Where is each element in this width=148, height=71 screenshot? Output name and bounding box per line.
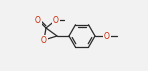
Text: O: O bbox=[35, 15, 41, 24]
Text: O: O bbox=[104, 32, 110, 40]
Text: O: O bbox=[41, 36, 47, 45]
Text: O: O bbox=[53, 15, 59, 24]
